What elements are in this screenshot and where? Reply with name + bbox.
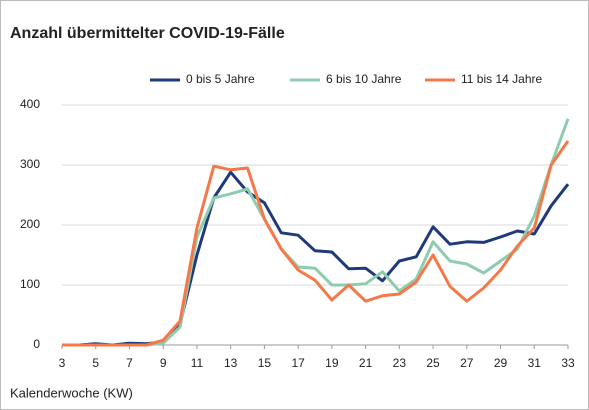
y-tick-label: 300 bbox=[20, 157, 40, 171]
series-line bbox=[62, 140, 570, 347]
y-tick-label: 200 bbox=[20, 217, 40, 231]
x-tick-label: 33 bbox=[561, 356, 575, 370]
x-tick-label: 13 bbox=[224, 356, 238, 370]
x-tick-label: 7 bbox=[126, 356, 133, 370]
x-tick-label: 17 bbox=[291, 356, 305, 370]
x-tick-label: 11 bbox=[191, 356, 204, 370]
x-tick-label: 23 bbox=[393, 356, 407, 370]
legend-label: 6 bis 10 Jahre bbox=[326, 72, 402, 86]
x-tick-label: 19 bbox=[325, 356, 339, 370]
x-tick-label: 27 bbox=[460, 356, 474, 370]
x-axis-label: Kalenderwoche (KW) bbox=[10, 385, 133, 400]
x-tick-label: 15 bbox=[258, 356, 272, 370]
x-tick-label: 31 bbox=[528, 356, 542, 370]
y-tick-label: 400 bbox=[20, 97, 40, 111]
legend-label: 11 bis 14 Jahre bbox=[461, 72, 542, 86]
y-tick-label: 0 bbox=[33, 337, 40, 351]
x-tick-label: 5 bbox=[92, 356, 99, 370]
x-tick-label: 29 bbox=[494, 356, 508, 370]
x-tick-label: 21 bbox=[359, 356, 373, 370]
x-tick-label: 25 bbox=[426, 356, 440, 370]
legend-label: 0 bis 5 Jahre bbox=[186, 72, 255, 86]
x-tick-label: 9 bbox=[160, 356, 167, 370]
x-tick-label: 3 bbox=[59, 356, 66, 370]
y-tick-label: 100 bbox=[20, 277, 40, 291]
chart-title: Anzahl übermittelter COVID-19-Fälle bbox=[10, 25, 285, 42]
